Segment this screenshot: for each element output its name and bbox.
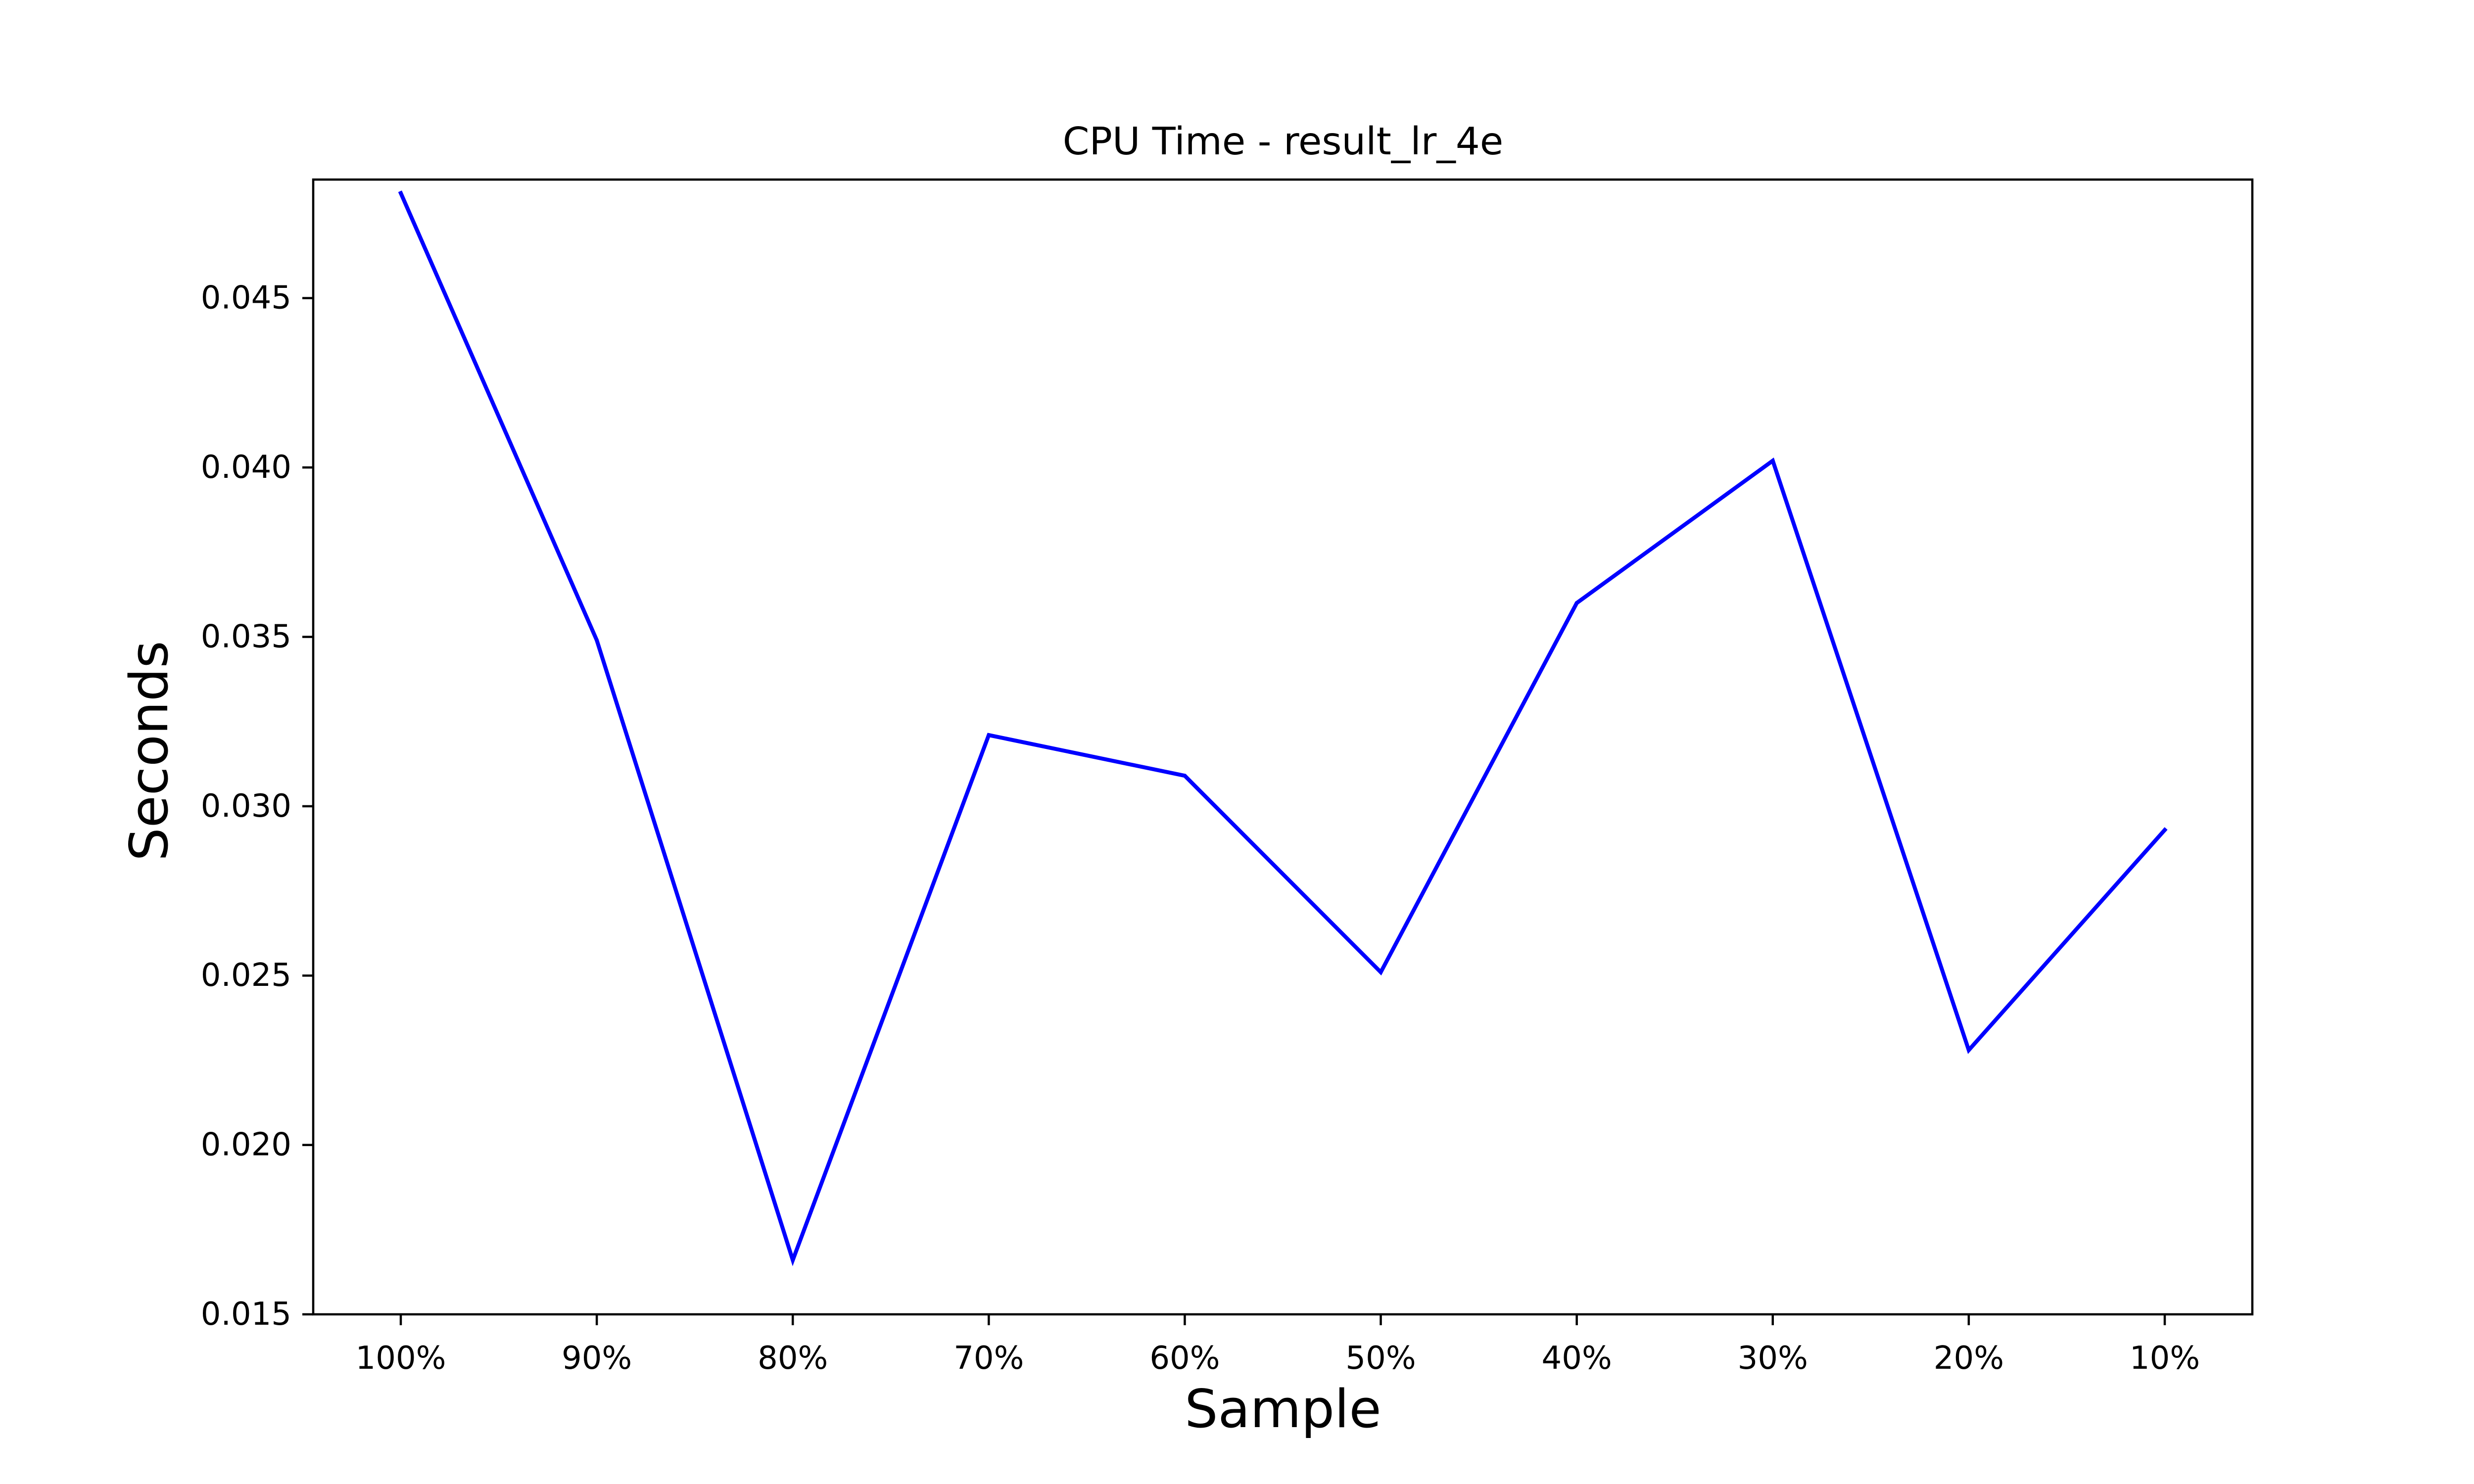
y-tick-label: 0.025 [201, 957, 291, 994]
plot-area: 0.015 0.020 0.025 0.030 0.035 0.040 0.045 100% 9… [201, 178, 2254, 1377]
series-line [398, 190, 2168, 1266]
y-axis-title: Seconds [119, 641, 180, 861]
y-tick-label: 0.045 [201, 280, 291, 317]
y-tick-label: 0.035 [201, 618, 291, 655]
x-axis-title: Sample [1185, 1379, 1381, 1439]
x-tick-label: 50% [1345, 1340, 1416, 1377]
data-point [987, 733, 991, 738]
x-tick-label: 30% [1738, 1340, 1808, 1377]
y-tick-label: 0.040 [201, 449, 291, 486]
data-point [1183, 774, 1187, 778]
data-point [791, 1258, 795, 1262]
chart-title: CPU Time - result_lr_4e [1063, 120, 1503, 164]
data-point [1574, 601, 1579, 605]
data-point [1966, 1048, 1971, 1052]
x-tick-label: 70% [953, 1340, 1024, 1377]
x-tick-label: 40% [1542, 1340, 1612, 1377]
plot-frame [312, 178, 2254, 1316]
x-tick-label: 100% [356, 1340, 446, 1377]
x-tick-label: 10% [2130, 1340, 2200, 1377]
y-tick-label: 0.015 [201, 1296, 291, 1333]
x-tick-label: 80% [758, 1340, 828, 1377]
y-tick-label: 0.030 [201, 788, 291, 825]
x-tick-label: 20% [1934, 1340, 2004, 1377]
data-point [1770, 459, 1775, 463]
data-point [2163, 828, 2167, 832]
y-tick-label: 0.020 [201, 1127, 291, 1163]
x-tick-label: 60% [1149, 1340, 1220, 1377]
x-tick-label: 90% [562, 1340, 632, 1377]
data-point [595, 638, 599, 643]
data-point [399, 191, 403, 195]
data-point [1379, 970, 1383, 974]
